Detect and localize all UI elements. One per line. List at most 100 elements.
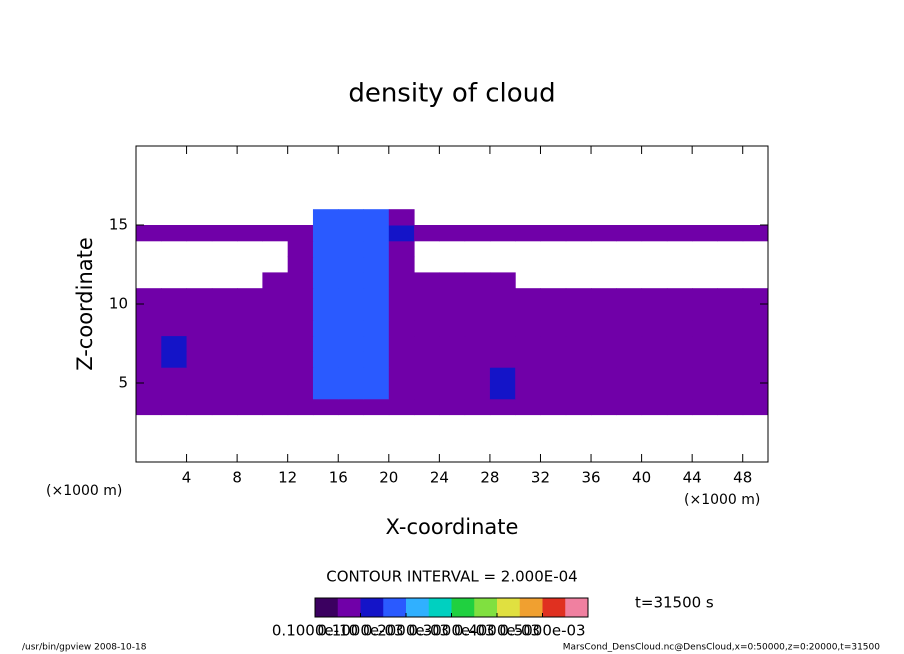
contour-cell (287, 319, 314, 337)
contour-cell (414, 319, 440, 337)
contour-cell (136, 351, 162, 368)
contour-cell (692, 383, 718, 400)
contour-cell (489, 272, 516, 289)
contour-cell (692, 319, 718, 337)
contour-cell (161, 288, 188, 305)
contour-cell (312, 398, 339, 416)
contour-cell (540, 351, 567, 368)
contour-cell (136, 225, 162, 242)
colorbar-tick-label: 0.1000e-10 (272, 622, 358, 640)
contour-cell (388, 288, 415, 305)
contour-cell (515, 398, 541, 416)
footer-right: MarsCond_DensCloud.nc@DensCloud,x=0:5000… (563, 643, 880, 653)
y-tick-label: 10 (109, 295, 128, 313)
contour-cell (388, 398, 415, 416)
contour-cell (540, 383, 567, 400)
contour-cell (489, 335, 516, 352)
contour-cell (565, 383, 592, 400)
contour-cell (338, 383, 365, 400)
contour-cell (565, 398, 592, 416)
contour-cell (464, 272, 491, 289)
contour-cell (565, 367, 592, 384)
contour-cell (666, 367, 693, 384)
contour-cell (439, 304, 466, 321)
contour-cell (464, 367, 491, 384)
contour-cell (540, 319, 567, 337)
contour-cell (136, 398, 162, 416)
contour-cell (186, 398, 213, 416)
y-tick-label: 5 (118, 374, 128, 392)
contour-cell (312, 225, 339, 242)
contour-cell (692, 398, 718, 416)
contour-cell (641, 319, 668, 337)
contour-cell (565, 304, 592, 321)
contour-cell (464, 304, 491, 321)
contour-cell (161, 367, 188, 384)
contour-cell (211, 304, 238, 321)
x-axis-label: X-coordinate (386, 515, 519, 539)
contour-cell (666, 225, 693, 242)
contour-cell (414, 272, 440, 289)
contour-cell (742, 351, 769, 368)
y-axis-label: Z-coordinate (73, 237, 97, 371)
contour-cell (591, 225, 617, 242)
colorbar-band (406, 598, 430, 617)
contour-cell (439, 225, 466, 242)
contour-cell (489, 225, 516, 242)
contour-cell (666, 383, 693, 400)
contour-cell (388, 225, 415, 242)
contour-cell (742, 335, 769, 352)
contour-cell (237, 383, 263, 400)
contour-cell (338, 398, 365, 416)
contour-cell (666, 319, 693, 337)
contour-cell (338, 256, 365, 273)
contour-cell (211, 367, 238, 384)
contour-cell (237, 351, 263, 368)
contour-cell (717, 383, 744, 400)
contour-cell (616, 383, 643, 400)
contour-cell (641, 304, 668, 321)
contour-cell (237, 335, 263, 352)
contour-cell (565, 319, 592, 337)
contour-cell (287, 272, 314, 289)
contour-cell (363, 256, 390, 273)
contour-cell (262, 367, 289, 384)
contour-cell (616, 398, 643, 416)
contour-cell (287, 383, 314, 400)
contour-cell (464, 335, 491, 352)
contour-cell (439, 367, 466, 384)
contour-cell (363, 335, 390, 352)
contour-cell (515, 304, 541, 321)
contour-cell (414, 398, 440, 416)
contour-cell (515, 351, 541, 368)
contour-cell (439, 383, 466, 400)
contour-cell (515, 335, 541, 352)
x-tick-label: 32 (531, 469, 550, 487)
contour-cell (616, 367, 643, 384)
footer-left: /usr/bin/gpview 2008-10-18 (22, 643, 147, 653)
contour-cell (186, 304, 213, 321)
contour-cell (312, 256, 339, 273)
contour-cell (591, 288, 617, 305)
contour-cell (641, 383, 668, 400)
contour-cell (287, 240, 314, 258)
colorbar-band (428, 598, 452, 617)
contour-cell (489, 351, 516, 368)
x-tick-label: 12 (278, 469, 297, 487)
x-tick-label: 16 (329, 469, 348, 487)
contour-cell (338, 304, 365, 321)
contour-cell (540, 288, 567, 305)
contour-cell (616, 319, 643, 337)
contour-cell (616, 288, 643, 305)
contour-cell (616, 335, 643, 352)
contour-cell (388, 209, 415, 226)
contour-cell (211, 398, 238, 416)
contour-cell (262, 383, 289, 400)
contour-cell (565, 288, 592, 305)
contour-cell (742, 319, 769, 337)
x-tick-label: 8 (232, 469, 242, 487)
contour-cell (338, 319, 365, 337)
x-tick-label: 28 (480, 469, 499, 487)
contour-cell (414, 304, 440, 321)
contour-cell (717, 335, 744, 352)
